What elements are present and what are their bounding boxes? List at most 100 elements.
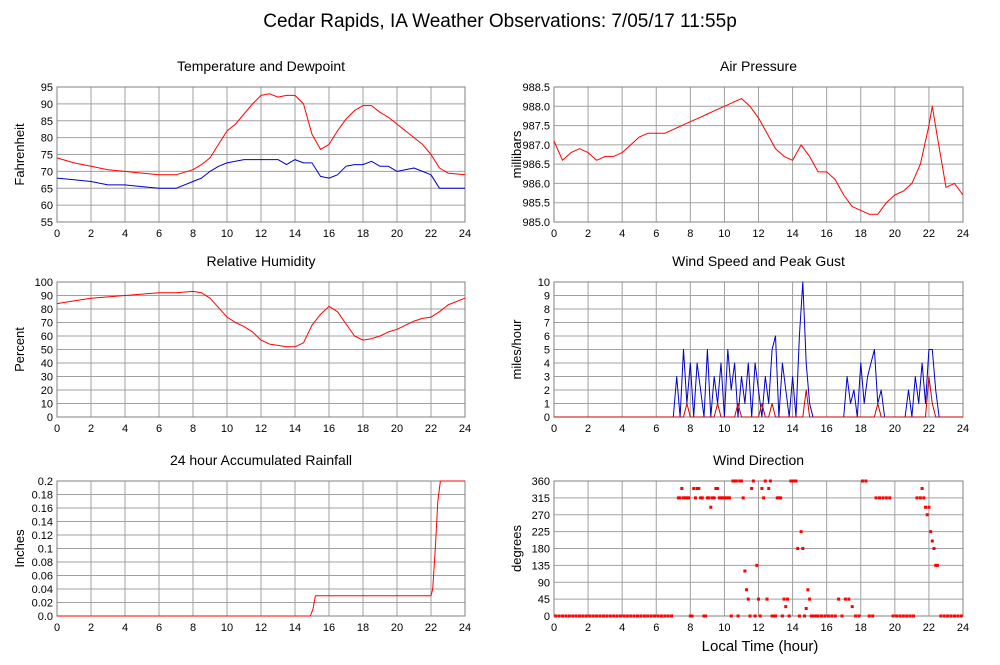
data-point bbox=[803, 614, 807, 618]
y-tick-label: 85 bbox=[41, 116, 53, 128]
data-point bbox=[697, 487, 701, 490]
data-point bbox=[682, 496, 686, 500]
y-tick-label: 135 bbox=[532, 560, 550, 572]
data-point bbox=[813, 614, 817, 618]
series-line bbox=[56, 93, 466, 176]
data-point bbox=[729, 614, 733, 618]
x-tick-label: 8 bbox=[687, 622, 693, 634]
data-point bbox=[826, 614, 830, 618]
y-tick-label: 55 bbox=[41, 217, 53, 229]
x-tick-label: 24 bbox=[459, 228, 471, 240]
data-point bbox=[924, 505, 928, 509]
y-tick-label: 9 bbox=[544, 291, 550, 303]
data-point bbox=[571, 614, 575, 618]
data-point bbox=[782, 597, 786, 601]
y-tick-label: 60 bbox=[41, 331, 53, 343]
data-point bbox=[864, 479, 868, 483]
y-axis-label: miles/hour bbox=[509, 319, 524, 380]
data-point bbox=[884, 496, 888, 500]
y-tick-label: 10 bbox=[41, 399, 53, 411]
data-point bbox=[680, 487, 684, 490]
y-tick-label: 8 bbox=[544, 304, 550, 316]
data-point bbox=[833, 614, 837, 618]
x-tick-label: 10 bbox=[718, 423, 730, 435]
y-axis-label: degrees bbox=[509, 525, 524, 572]
y-tick-label: 0.04 bbox=[32, 584, 53, 596]
x-tick-label: 24 bbox=[459, 423, 471, 435]
data-point bbox=[554, 614, 558, 618]
series-line bbox=[56, 159, 465, 189]
x-tick-label: 12 bbox=[255, 423, 267, 435]
y-tick-label: 0 bbox=[47, 412, 53, 424]
data-point bbox=[929, 530, 933, 534]
series-line bbox=[56, 290, 466, 348]
data-point bbox=[721, 496, 725, 500]
data-point bbox=[659, 614, 663, 618]
data-point bbox=[809, 614, 813, 618]
data-point bbox=[792, 479, 796, 483]
y-tick-label: 0.06 bbox=[32, 571, 53, 583]
y-tick-label: 7 bbox=[544, 318, 550, 330]
x-tick-label: 22 bbox=[923, 423, 935, 435]
x-tick-label: 18 bbox=[855, 228, 867, 240]
data-point bbox=[912, 614, 916, 618]
data-point bbox=[741, 496, 745, 500]
data-point bbox=[898, 614, 902, 618]
y-tick-label: 986.5 bbox=[522, 159, 550, 171]
y-tick-label: 20 bbox=[41, 385, 53, 397]
x-tick-label: 16 bbox=[821, 423, 833, 435]
data-point bbox=[745, 588, 749, 592]
data-point bbox=[874, 496, 878, 500]
data-point bbox=[699, 496, 703, 500]
x-tick-label: 14 bbox=[289, 622, 301, 634]
data-point bbox=[726, 496, 730, 500]
data-point bbox=[714, 487, 718, 490]
y-tick-label: 6 bbox=[544, 331, 550, 343]
y-tick-label: 80 bbox=[41, 133, 53, 145]
y-tick-label: 50 bbox=[41, 345, 53, 357]
data-point bbox=[719, 496, 723, 500]
chart-temperature-dewpoint: 0 2 4 6 8 10 12 14 16 18 20 22 24556065707580859095T… bbox=[12, 58, 471, 240]
series-line bbox=[553, 98, 964, 215]
data-point bbox=[918, 496, 922, 500]
y-tick-label: 986.0 bbox=[522, 178, 550, 190]
x-tick-label: 20 bbox=[889, 228, 901, 240]
data-point bbox=[934, 563, 938, 567]
data-point bbox=[731, 479, 735, 483]
data-point bbox=[646, 614, 650, 618]
x-tick-label: 18 bbox=[357, 228, 369, 240]
data-point bbox=[857, 614, 861, 618]
data-point bbox=[591, 614, 595, 618]
y-tick-label: 987.0 bbox=[522, 140, 550, 152]
data-point bbox=[663, 614, 667, 618]
y-tick-label: 40 bbox=[41, 358, 53, 370]
data-point bbox=[567, 614, 571, 618]
x-tick-label: 4 bbox=[619, 423, 625, 435]
data-point bbox=[739, 479, 743, 483]
x-tick-label: 14 bbox=[289, 423, 301, 435]
x-tick-label: 4 bbox=[122, 228, 128, 240]
x-tick-label: 18 bbox=[357, 622, 369, 634]
data-point bbox=[578, 614, 582, 618]
y-tick-label: 988.0 bbox=[522, 101, 550, 113]
data-point bbox=[736, 614, 740, 618]
x-tick-label: 4 bbox=[619, 622, 625, 634]
data-point bbox=[881, 496, 885, 500]
data-point bbox=[804, 607, 808, 610]
data-point bbox=[743, 569, 747, 573]
x-tick-label: 24 bbox=[957, 228, 969, 240]
data-point bbox=[605, 614, 609, 618]
data-point bbox=[796, 547, 800, 550]
x-tick-label: 22 bbox=[425, 423, 437, 435]
data-point bbox=[791, 479, 795, 483]
y-tick-label: 0.0 bbox=[38, 611, 53, 623]
x-tick-label: 24 bbox=[957, 622, 969, 634]
y-tick-label: 30 bbox=[41, 372, 53, 384]
data-point bbox=[709, 505, 713, 509]
data-point bbox=[678, 496, 682, 500]
data-point bbox=[649, 614, 653, 618]
x-tick-label: 12 bbox=[255, 228, 267, 240]
y-tick-label: 2 bbox=[544, 385, 550, 397]
data-point bbox=[763, 479, 767, 483]
series-line bbox=[554, 376, 963, 418]
